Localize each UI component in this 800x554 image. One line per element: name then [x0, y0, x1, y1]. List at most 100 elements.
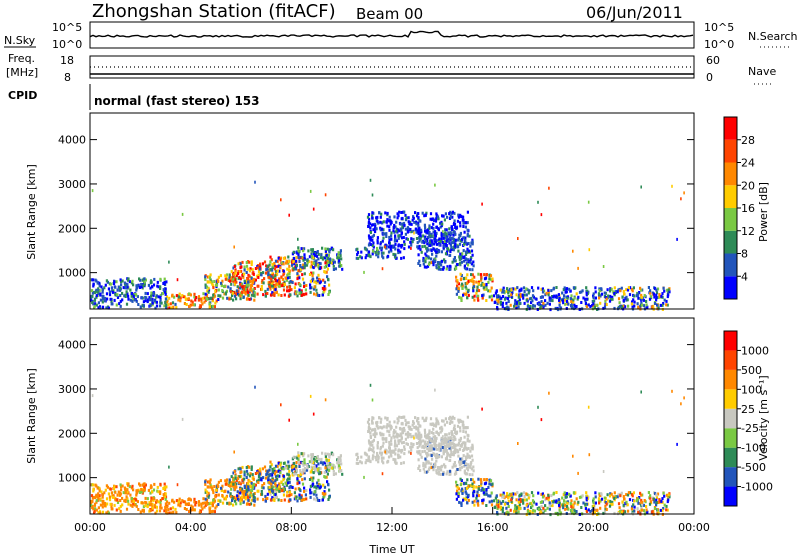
data-cell: [197, 501, 201, 505]
data-cell: [317, 273, 320, 277]
data-cell: [377, 255, 380, 259]
data-cell: [410, 435, 413, 439]
data-cell: [602, 306, 605, 310]
data-cell: [109, 282, 112, 286]
data-cell: [92, 487, 95, 491]
data-cell: [142, 509, 145, 513]
data-cell: [563, 491, 566, 495]
data-cell: [390, 426, 393, 429]
data-cell: [140, 501, 143, 505]
data-cell: [426, 469, 430, 473]
data-cell: [548, 186, 550, 190]
y-tick-label: 4000: [58, 134, 86, 147]
y-tick-label: 2000: [58, 427, 86, 440]
data-cell: [485, 489, 488, 493]
data-cell: [121, 298, 124, 302]
data-cell: [282, 478, 285, 482]
data-cell: [424, 418, 427, 422]
data-cell: [280, 198, 282, 202]
data-cell: [303, 272, 306, 276]
data-cell: [232, 273, 236, 277]
data-cell: [397, 448, 400, 452]
data-cell: [467, 279, 470, 283]
data-cell: [548, 296, 551, 300]
data-cell: [90, 289, 94, 293]
data-cell: [609, 499, 612, 503]
data-cell: [567, 302, 570, 306]
data-cell: [444, 417, 447, 421]
data-cell: [262, 486, 265, 490]
data-cell: [454, 449, 457, 453]
data-cell: [168, 306, 171, 310]
data-cell: [203, 296, 206, 300]
x-tick-label: 20:00: [577, 521, 609, 534]
data-cell: [456, 279, 459, 282]
data-cell: [475, 291, 478, 295]
data-cell: [129, 493, 132, 497]
data-cell: [510, 293, 513, 297]
data-cell: [261, 467, 264, 471]
data-cell: [247, 482, 250, 486]
data-cell: [280, 261, 283, 265]
data-cell: [496, 511, 499, 514]
data-cell: [367, 221, 371, 224]
data-cell: [393, 239, 396, 243]
data-cell: [315, 259, 318, 263]
data-cell: [90, 504, 93, 508]
data-cell: [130, 499, 133, 503]
data-cell: [541, 495, 545, 499]
data-cell: [645, 505, 648, 508]
data-cell: [564, 290, 567, 294]
data-cell: [154, 306, 157, 310]
data-cell: [420, 433, 423, 437]
data-cell: [278, 284, 281, 288]
data-cell: [586, 292, 589, 296]
data-cell: [463, 447, 466, 451]
data-cell: [205, 285, 209, 289]
data-cell: [231, 496, 234, 500]
data-cell: [409, 240, 412, 244]
data-cell: [273, 287, 276, 291]
data-cell: [441, 259, 444, 263]
data-cell: [257, 270, 261, 274]
data-cell: [254, 483, 257, 487]
data-cell: [386, 429, 389, 433]
data-cell: [270, 487, 274, 491]
data-cell: [440, 263, 443, 267]
data-cell: [258, 267, 261, 271]
data-cell: [496, 507, 499, 511]
data-cell: [453, 256, 456, 259]
data-cell: [456, 280, 459, 284]
data-cell: [420, 230, 423, 234]
data-cell: [444, 260, 447, 264]
data-cell: [249, 493, 252, 497]
data-cell: [319, 256, 323, 260]
data-cell: [114, 285, 117, 289]
data-cell: [301, 462, 304, 465]
data-cell: [297, 256, 300, 259]
data-cell: [288, 213, 290, 217]
data-cell: [419, 453, 422, 457]
data-cell: [247, 277, 250, 281]
data-cell: [450, 452, 453, 456]
data-cell: [472, 280, 475, 284]
data-cell: [476, 490, 479, 494]
data-cell: [146, 497, 149, 501]
data-cell: [302, 263, 305, 267]
data-cell: [454, 259, 457, 263]
data-cell: [386, 423, 389, 427]
data-cell: [425, 461, 428, 465]
data-cell: [170, 306, 173, 310]
data-cell: [372, 233, 375, 237]
data-cell: [485, 488, 488, 491]
data-cell: [417, 253, 420, 257]
data-cell: [188, 292, 191, 296]
data-cell: [337, 456, 340, 460]
data-cell: [435, 264, 438, 268]
data-cell: [193, 303, 196, 307]
data-cell: [445, 444, 448, 448]
data-cell: [324, 261, 327, 265]
data-cell: [141, 285, 144, 289]
data-cell: [295, 461, 298, 464]
data-cell: [667, 493, 670, 497]
